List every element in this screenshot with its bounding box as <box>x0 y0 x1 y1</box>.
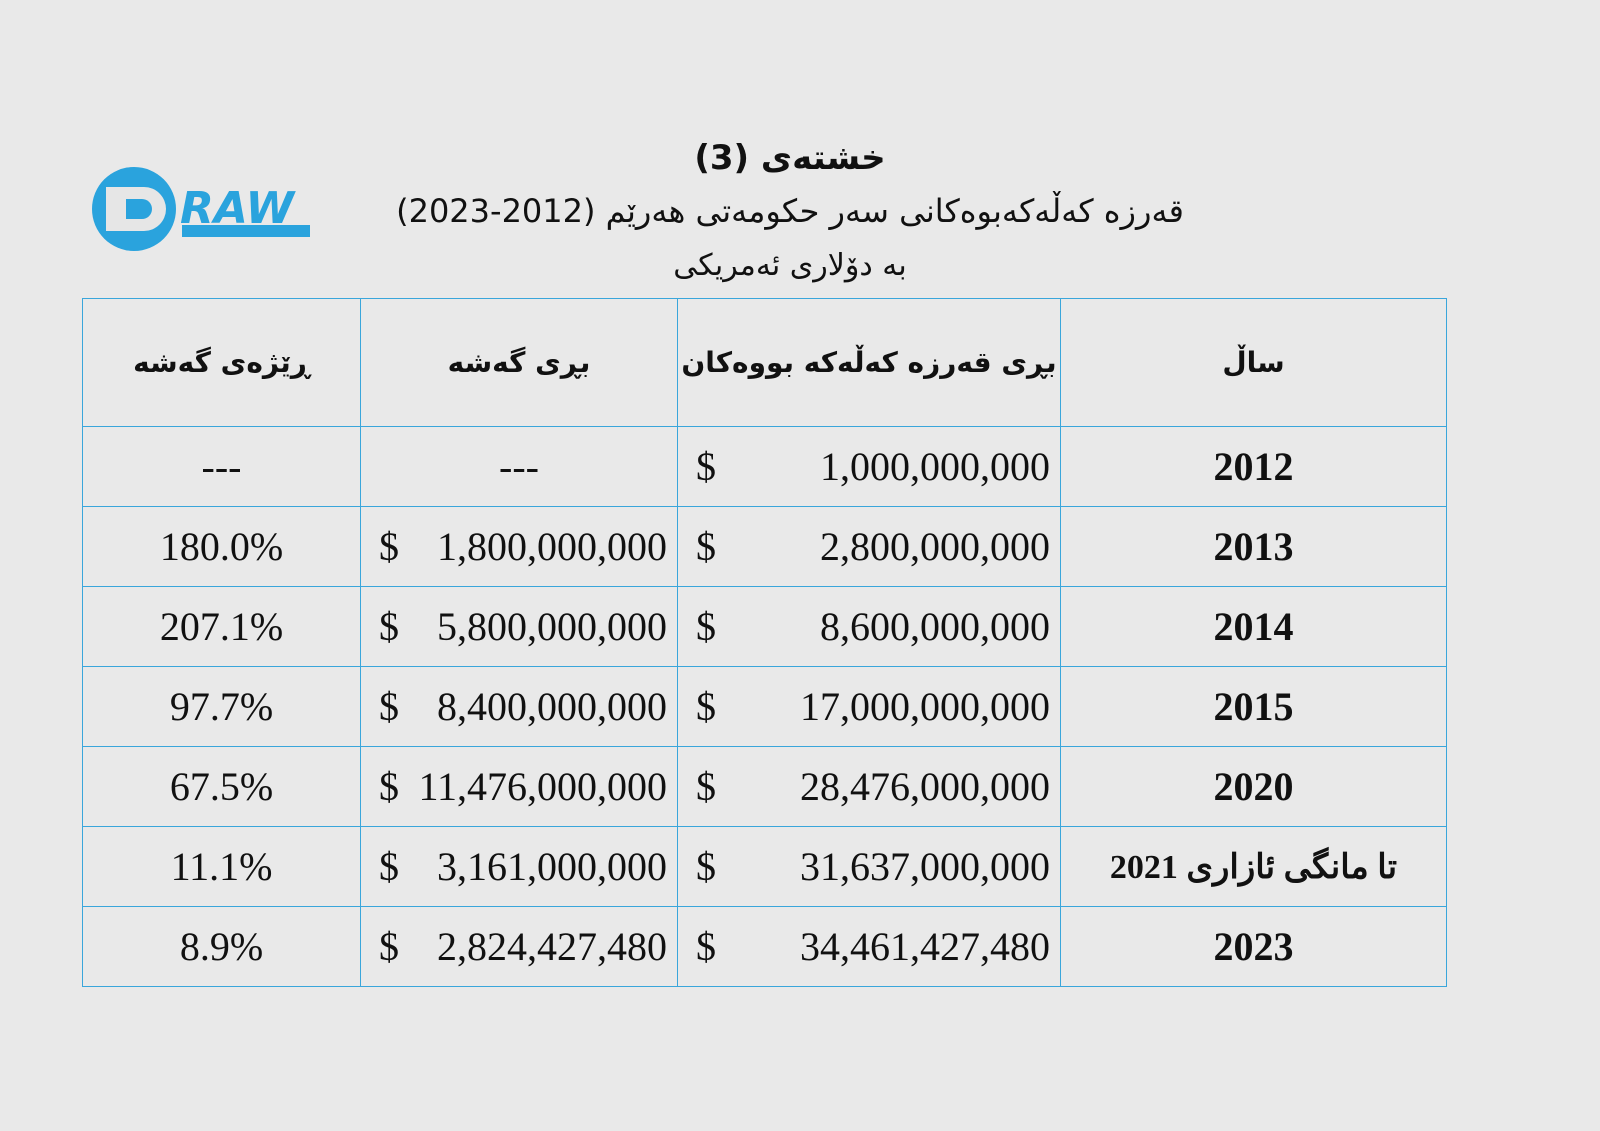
amount: 8,400,000,000 <box>437 684 667 729</box>
amount: 2,800,000,000 <box>820 524 1050 569</box>
amount: 31,637,000,000 <box>800 844 1050 889</box>
growth-rate-cell: 207.1% <box>82 586 361 667</box>
draw-logo: RAW <box>92 167 310 251</box>
amount: 5,800,000,000 <box>437 604 667 649</box>
amount: 2,824,427,480 <box>437 924 667 969</box>
year-cell: 2013 <box>1060 506 1447 587</box>
currency-sign: $ <box>696 764 716 809</box>
amount: 8,600,000,000 <box>820 604 1050 649</box>
currency-sign: $ <box>696 524 716 569</box>
debt-amount-cell: $34,461,427,480 <box>677 906 1061 987</box>
table-subtitle: بە دۆلاری ئەمریکی <box>673 248 907 283</box>
debt-amount-cell: $1,000,000,000 <box>677 426 1061 507</box>
year-cell: 2015 <box>1060 666 1447 747</box>
currency-sign: $ <box>379 924 399 969</box>
debt-table: ڕێژەی گەشە بڕی گەشە بڕی قەرزە کەڵەکە بوو… <box>82 298 1447 987</box>
currency-sign: $ <box>696 444 716 489</box>
year-cell: تا مانگی ئازاری 2021 <box>1060 826 1447 907</box>
year-cell: 2023 <box>1060 906 1447 987</box>
amount: 11,476,000,000 <box>418 764 667 809</box>
table-row: 11.1% $3,161,000,000 $31,637,000,000 تا مان… <box>82 826 1447 907</box>
growth-rate-cell: 180.0% <box>82 506 361 587</box>
debt-amount-cell: $17,000,000,000 <box>677 666 1061 747</box>
amount: 28,476,000,000 <box>800 764 1050 809</box>
table-row: 67.5% $11,476,000,000 $28,476,000,000 2020 <box>82 746 1447 827</box>
growth-rate-cell: --- <box>82 426 361 507</box>
growth-amount-cell: $8,400,000,000 <box>360 666 678 747</box>
amount: 17,000,000,000 <box>800 684 1050 729</box>
growth-amount-cell: $2,824,427,480 <box>360 906 678 987</box>
amount: 34,461,427,480 <box>800 924 1050 969</box>
amount: 3,161,000,000 <box>437 844 667 889</box>
amount: 1,000,000,000 <box>820 444 1050 489</box>
currency-sign: $ <box>696 844 716 889</box>
currency-sign: $ <box>379 524 399 569</box>
table-row: 97.7% $8,400,000,000 $17,000,000,000 2015 <box>82 666 1447 747</box>
header-growth-amount: بڕی گەشە <box>360 298 678 427</box>
debt-amount-cell: $31,637,000,000 <box>677 826 1061 907</box>
year-cell: 2014 <box>1060 586 1447 667</box>
currency-sign: $ <box>379 764 399 809</box>
table-title: قەرزە کەڵەکەبوەکانی سەر حکومەتی هەرێم (2… <box>396 192 1184 230</box>
debt-amount-cell: $2,800,000,000 <box>677 506 1061 587</box>
growth-rate-cell: 11.1% <box>82 826 361 907</box>
growth-rate-cell: 97.7% <box>82 666 361 747</box>
currency-sign: $ <box>379 844 399 889</box>
table-row: 180.0% $1,800,000,000 $2,800,000,000 2013 <box>82 506 1447 587</box>
growth-amount-cell: $3,161,000,000 <box>360 826 678 907</box>
table-number-title: خشتەی (3) <box>694 138 886 178</box>
year-cell: 2012 <box>1060 426 1447 507</box>
debt-amount-cell: $8,600,000,000 <box>677 586 1061 667</box>
header-accumulated-debt: بڕی قەرزە کەڵەکە بووەکان <box>677 298 1061 427</box>
currency-sign: $ <box>379 684 399 729</box>
growth-rate-cell: 8.9% <box>82 906 361 987</box>
growth-amount-cell: $1,800,000,000 <box>360 506 678 587</box>
currency-sign: $ <box>696 684 716 729</box>
growth-amount-cell: $11,476,000,000 <box>360 746 678 827</box>
growth-amount-cell: --- <box>360 426 678 507</box>
header-growth-rate: ڕێژەی گەشە <box>82 298 361 427</box>
currency-sign: $ <box>379 604 399 649</box>
year-cell: 2020 <box>1060 746 1447 827</box>
growth-rate-cell: 67.5% <box>82 746 361 827</box>
header-year: ساڵ <box>1060 298 1447 427</box>
debt-amount-cell: $28,476,000,000 <box>677 746 1061 827</box>
table-row: --- --- $1,000,000,000 2012 <box>82 426 1447 507</box>
table-row: 8.9% $2,824,427,480 $34,461,427,480 2023 <box>82 906 1447 987</box>
growth-amount-cell: $5,800,000,000 <box>360 586 678 667</box>
amount: 1,800,000,000 <box>437 524 667 569</box>
currency-sign: $ <box>696 924 716 969</box>
currency-sign: $ <box>696 604 716 649</box>
table-row: 207.1% $5,800,000,000 $8,600,000,000 2014 <box>82 586 1447 667</box>
header-row: ڕێژەی گەشە بڕی گەشە بڕی قەرزە کەڵەکە بوو… <box>82 298 1447 427</box>
